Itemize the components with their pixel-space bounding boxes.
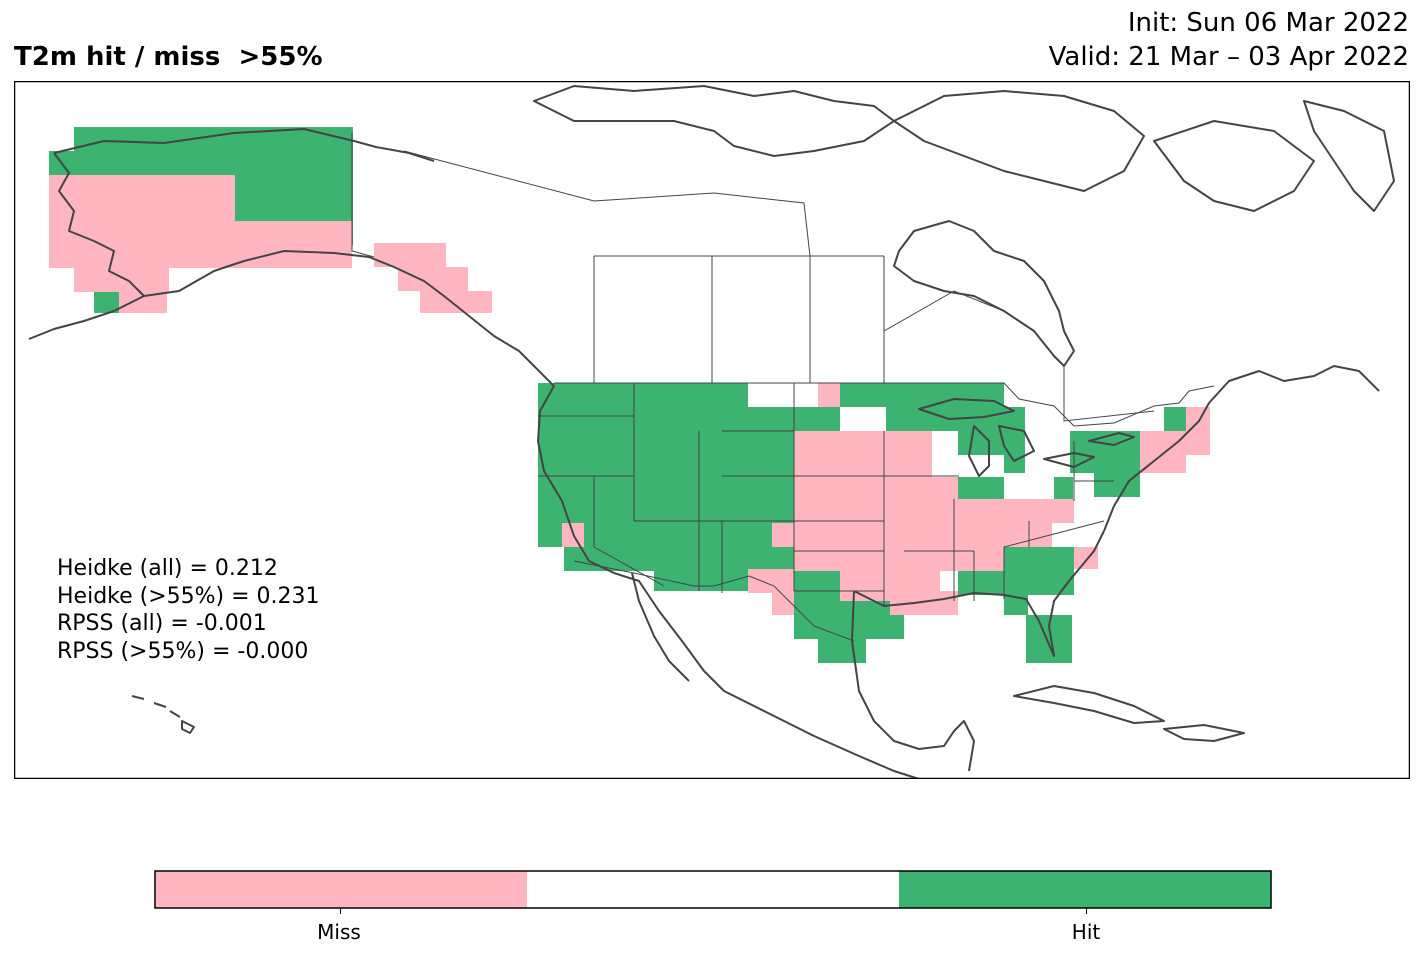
map-title: T2m hit / miss >55% [14,42,323,72]
grid-cells [49,127,1210,663]
colorbar [154,870,1272,909]
rpss-all: RPSS (all) = -0.001 [57,611,267,636]
colorbar-tick-hit [1086,908,1087,914]
heidke-all: Heidke (all) = 0.212 [57,556,278,581]
skill-scores: Heidke (all) = 0.212 Heidke (>55%) = 0.2… [57,555,320,665]
borders [351,133,1215,642]
rpss-55: RPSS (>55%) = -0.000 [57,638,309,664]
coastlines [28,85,1395,779]
forecast-map [14,81,1410,779]
colorbar-miss-segment [155,871,527,908]
heidke-55: Heidke (>55%) = 0.231 [57,583,320,609]
colorbar-hit-segment [899,871,1271,908]
init-date: Init: Sun 06 Mar 2022 [1127,8,1409,38]
colorbar-neutral-segment [527,871,899,908]
valid-period: Valid: 21 Mar – 03 Apr 2022 [1048,42,1409,72]
colorbar-tick-miss [340,908,341,914]
colorbar-label-miss: Miss [317,920,361,944]
colorbar-label-hit: Hit [1071,920,1101,944]
